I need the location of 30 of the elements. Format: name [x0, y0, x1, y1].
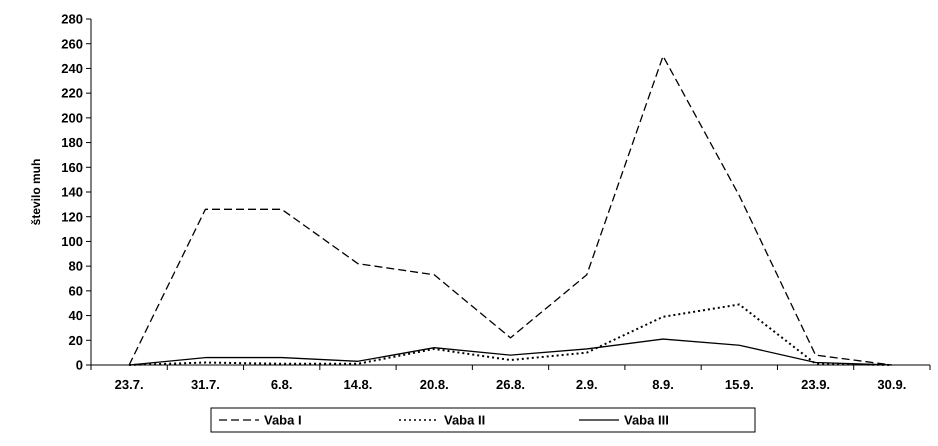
y-tick-label: 0 [76, 358, 83, 373]
x-tick-label: 8.9. [652, 377, 674, 392]
y-tick-label: 80 [68, 258, 83, 274]
y-tick-label: 120 [61, 209, 83, 224]
y-tick-label: 160 [61, 160, 83, 175]
x-tick-label: 14.8. [343, 377, 372, 392]
y-tick-label: 100 [61, 234, 83, 249]
y-tick-label: 140 [61, 184, 83, 200]
y-tick-label: 200 [61, 110, 83, 126]
y-tick-label: 220 [61, 86, 83, 101]
x-tick-label: 23.7. [114, 377, 144, 392]
y-tick-label: 180 [61, 135, 83, 150]
x-tick-label: 6.8. [270, 377, 293, 392]
y-tick-label: 260 [61, 36, 83, 52]
legend-label: Vaba I [264, 412, 302, 428]
y-axis-title: število muh [29, 158, 43, 226]
legend-label: Vaba III [624, 412, 669, 428]
x-tick-label: 20.8. [420, 377, 449, 392]
x-tick-label: 30.9. [877, 377, 906, 392]
y-tick-label: 240 [61, 60, 83, 76]
y-tick-label: 60 [68, 283, 83, 298]
x-tick-label: 31.7. [190, 377, 220, 392]
y-tick-label: 280 [61, 12, 83, 27]
legend-label: Vaba II [444, 412, 486, 428]
x-tick-label: 2.9. [576, 377, 598, 392]
y-tick-label: 40 [68, 308, 83, 324]
x-tick-label: 26.8. [496, 377, 525, 392]
x-tick-label: 23.9. [801, 377, 830, 392]
x-tick-label: 15.9. [724, 377, 754, 392]
y-tick-label: 20 [68, 332, 83, 348]
